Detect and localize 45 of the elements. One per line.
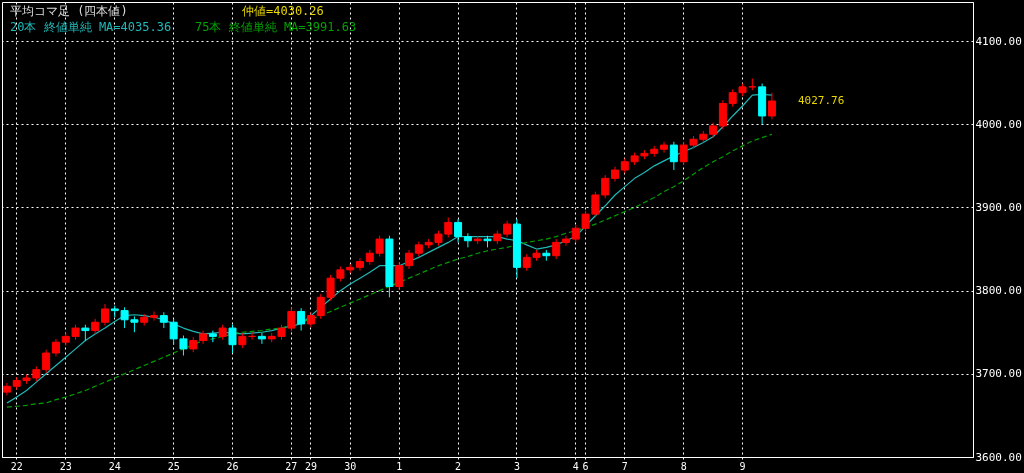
x-tick-label: 7 [621,460,628,472]
x-tick-label: 27 [285,460,298,472]
text: 75本 終値単純 MA=3991.63 [195,20,357,34]
y-tick-label: 3900.00 [975,200,1022,214]
candlestick [454,218,463,243]
x-tick-label: 8 [680,460,687,472]
candlestick [718,99,727,130]
x-tick-label: 26 [226,460,239,472]
x-tick-label: 1 [396,460,403,472]
candlestick [561,235,570,247]
x-tick-label: 3 [513,460,520,472]
y-tick-label: 4000.00 [975,117,1022,131]
candlestick [463,232,472,248]
x-tick-label: 6 [582,460,589,472]
y-tick-label: 4100.00 [975,34,1022,48]
candlestick [228,324,237,354]
x-tick-label: 2 [455,460,462,472]
candlestick [405,249,414,270]
x-tick-label: 29 [304,460,317,472]
annotation: 4027.76 [797,93,845,107]
candlestick [767,92,776,120]
candlestick [100,303,109,327]
candlestick [42,349,51,374]
y-tick-label: 3600.00 [975,450,1022,464]
candlestick [208,330,217,343]
candlestick [669,141,678,171]
candlestick [297,307,306,332]
annotation: 仲値=4030.26 [242,4,324,18]
x-tick-label: 9 [739,460,746,472]
candlestick [395,261,404,291]
candlestick [257,332,266,345]
candlestick [150,310,159,322]
text: 20本 終値単純 MA=4035.36 [10,20,172,34]
x-tick-label: 4 [572,460,579,472]
x-tick-label: 23 [59,460,72,472]
candlestick [355,257,364,272]
chart-title: 平均コマ足 (四本値) [10,4,128,18]
y-tick-label: 3700.00 [975,367,1022,381]
x-tick-label: 24 [108,460,121,472]
candlestick [660,141,669,154]
x-tick-label: 22 [10,460,23,472]
y-tick-label: 3800.00 [975,284,1022,298]
x-tick-label: 30 [344,460,357,472]
x-tick-label: 25 [167,460,180,472]
candlestick [552,238,561,260]
